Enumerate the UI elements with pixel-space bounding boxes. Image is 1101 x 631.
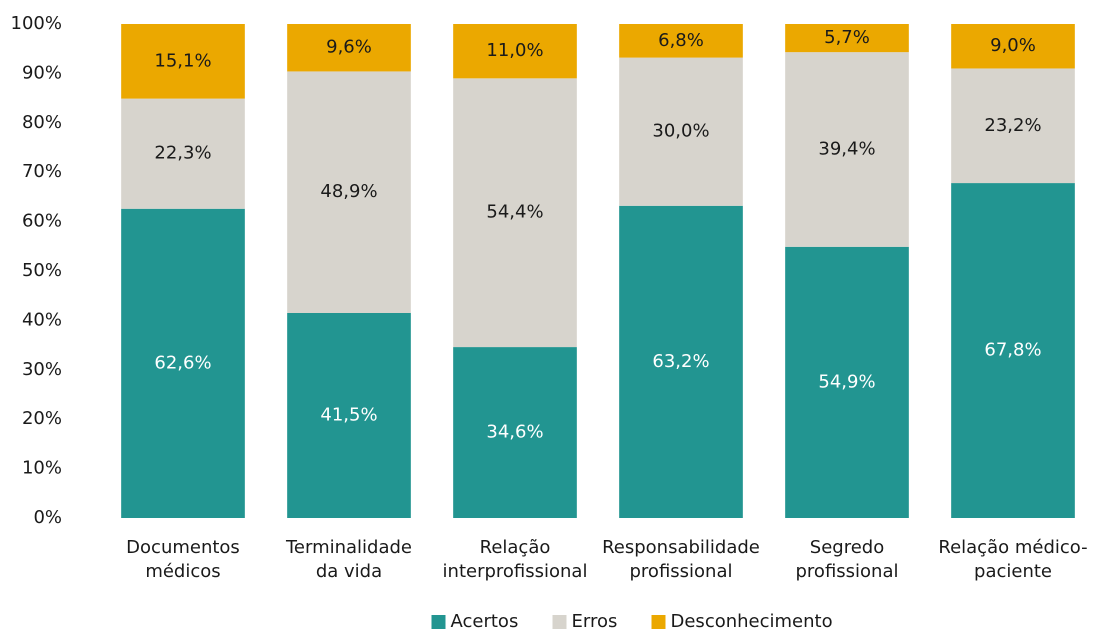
legend-swatch [552,615,567,629]
bar-segment [121,98,245,209]
y-tick-label: 90% [22,62,62,83]
y-tick-label: 50% [22,260,62,281]
data-label: 34,6% [486,422,543,443]
data-label: 54,9% [818,371,875,392]
y-tick-label: 70% [22,161,62,182]
bar-segment [287,312,411,518]
bar-segment [287,71,411,313]
data-label: 48,9% [320,181,377,202]
bar-segment [785,24,909,53]
x-tick-label: Segredo profissional [796,537,899,582]
bar-segment [121,24,245,99]
data-label: 15,1% [154,50,211,71]
data-label: 9,6% [326,37,372,58]
data-label: 11,0% [486,40,543,61]
x-tick-label: Responsabilidade profissional [602,537,760,582]
data-label: 22,3% [154,143,211,164]
data-label: 63,2% [652,351,709,372]
legend-swatch [431,615,446,629]
legend-label: Acertos [451,611,519,631]
bar-segment [951,183,1075,518]
x-tick-label: Relação médico-paciente [938,537,1087,582]
data-label: 5,7% [824,27,870,48]
bar-segment [453,78,577,348]
bar-segment [619,24,743,58]
x-tick-label: Terminalidade da vida [285,537,412,582]
data-label: 62,6% [154,352,211,373]
legend-label: Desconhecimento [671,611,833,631]
bar-segment [619,57,743,206]
data-label: 39,4% [818,138,875,159]
bar-segment [785,246,909,518]
bar-segment [121,208,245,519]
y-tick-label: 80% [22,112,62,133]
data-label: 54,4% [486,202,543,223]
data-label: 6,8% [658,30,704,51]
data-label: 9,0% [990,35,1036,56]
y-tick-label: 60% [22,211,62,232]
bar-segment [287,24,411,72]
y-tick-label: 100% [11,13,62,34]
y-tick-label: 30% [22,359,62,380]
data-label: 41,5% [320,404,377,425]
y-tick-label: 20% [22,408,62,429]
y-tick-label: 0% [33,507,62,528]
bar-segment [453,24,577,79]
legend-swatch [651,615,666,629]
bar-segment [785,52,909,247]
x-tick-label: Relação interprofissional [443,537,588,582]
x-tick-label: Documentos médicos [126,537,240,582]
data-label: 30,0% [652,121,709,142]
bar-segment [951,68,1075,184]
data-label: 23,2% [984,115,1041,136]
bar-segment [951,24,1075,69]
legend-label: Erros [572,611,618,631]
data-label: 67,8% [984,340,1041,361]
bar-segment [619,205,743,519]
y-tick-label: 40% [22,309,62,330]
y-tick-label: 10% [22,458,62,479]
bar-segment [453,347,577,518]
